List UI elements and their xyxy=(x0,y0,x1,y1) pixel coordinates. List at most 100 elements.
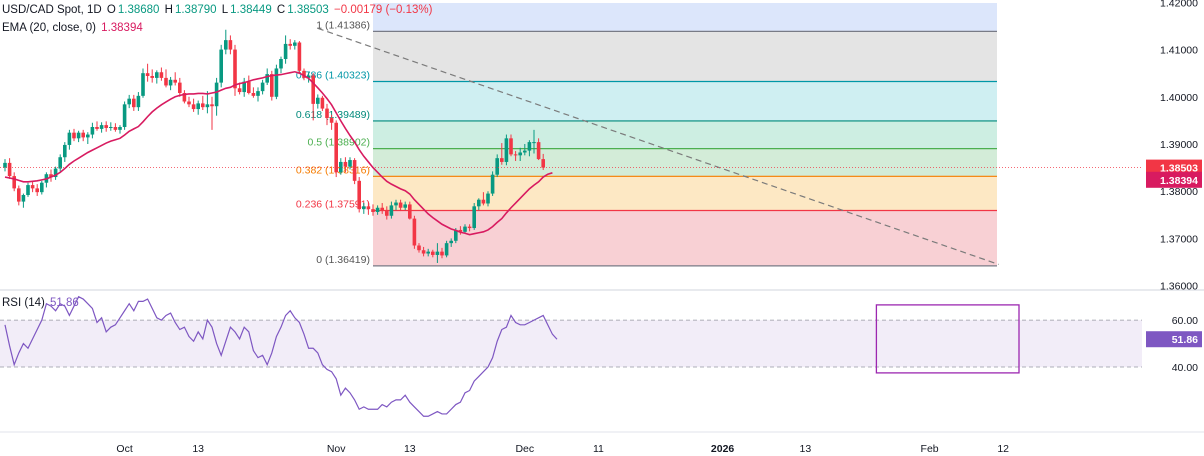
candle-up xyxy=(155,70,159,84)
candle-body xyxy=(72,132,76,139)
candle-up xyxy=(435,243,440,263)
candle-body xyxy=(431,251,435,255)
candle-body xyxy=(86,134,90,138)
low-label: L xyxy=(221,4,229,16)
candle-body xyxy=(214,82,219,107)
candle-down xyxy=(467,224,472,232)
candle-up xyxy=(242,77,246,97)
candle-body xyxy=(375,207,380,212)
candle-body xyxy=(495,158,499,175)
candle-body xyxy=(394,202,398,206)
candle-up xyxy=(205,91,210,114)
candle-up xyxy=(141,68,145,98)
candle-down xyxy=(150,69,154,83)
candle-down xyxy=(81,129,85,142)
price-tick-label: 1.39000 xyxy=(1160,139,1198,151)
candle-down xyxy=(7,158,12,179)
candle-body xyxy=(127,98,131,105)
candle-down xyxy=(113,123,118,132)
candle-down xyxy=(398,199,403,212)
candle-down xyxy=(343,157,348,173)
candle-body xyxy=(270,74,274,97)
candle-body xyxy=(352,160,357,181)
candle-down xyxy=(288,39,292,50)
candle-up xyxy=(168,76,173,91)
candle-body xyxy=(113,127,118,130)
candle-body xyxy=(380,207,384,212)
candle-down xyxy=(187,96,191,108)
candle-body xyxy=(173,79,177,83)
fib-level-label: 0.382 (1.38316) xyxy=(296,164,370,176)
rsi-value-tag-label: 51.86 xyxy=(1172,334,1198,346)
candle-up xyxy=(348,157,352,170)
time-axis: Oct 13 Nov 13 Dec 11 2026 13 Feb 12 xyxy=(0,431,1204,455)
candle-body xyxy=(40,182,44,193)
candle-body xyxy=(242,81,246,93)
candle-body xyxy=(67,132,72,145)
symbol-legend[interactable]: USD/CAD Spot, 1D O 1.38680 H 1.38790 L 1.38… xyxy=(2,4,434,16)
candle-down xyxy=(49,169,53,182)
candle-body xyxy=(472,206,476,229)
candle-up xyxy=(426,248,430,257)
candle-down xyxy=(366,201,371,215)
candle-body xyxy=(389,205,394,216)
candle-body xyxy=(449,240,453,244)
candle-body xyxy=(279,59,283,69)
candle-body xyxy=(463,226,467,232)
candle-down xyxy=(311,73,315,121)
candle-body xyxy=(477,199,481,207)
candle-body xyxy=(17,188,21,202)
ema-legend[interactable]: EMA (20, close, 0) 1.38394 xyxy=(2,22,145,34)
candle-body xyxy=(398,202,403,208)
candle-down xyxy=(320,95,325,111)
candle-body xyxy=(371,209,375,212)
candle-up xyxy=(504,134,509,166)
candle-down xyxy=(329,114,334,130)
candle-body xyxy=(440,251,444,256)
candle-body xyxy=(35,188,39,193)
candle-down xyxy=(35,184,39,196)
candle-body xyxy=(21,194,26,202)
time-tick-label: 13 xyxy=(404,443,416,455)
candle-body xyxy=(435,251,440,255)
candle-down xyxy=(251,87,256,98)
fib-level-label: 0.236 (1.37591) xyxy=(296,199,370,211)
candle-down xyxy=(440,247,444,259)
candle-down xyxy=(357,177,361,213)
candle-up xyxy=(53,166,58,180)
candle-up xyxy=(219,44,223,88)
close-price-tag-label: 1.38503 xyxy=(1160,163,1198,175)
candle-body xyxy=(118,127,122,130)
fib-zone xyxy=(373,176,997,211)
candle-body xyxy=(490,174,495,194)
candle-down xyxy=(132,94,136,111)
candle-down xyxy=(334,120,338,178)
candle-body xyxy=(311,75,315,104)
candle-up xyxy=(127,94,131,109)
candle-body xyxy=(210,104,214,107)
candle-body xyxy=(205,104,210,108)
candle-body xyxy=(201,103,205,108)
candle-down xyxy=(173,72,177,86)
candle-body xyxy=(297,42,302,71)
rsi-legend[interactable]: RSI (14) 51.86 xyxy=(2,297,81,309)
candle-body xyxy=(228,40,233,50)
candle-body xyxy=(348,160,352,167)
candle-down xyxy=(191,98,196,112)
candle-body xyxy=(426,251,430,254)
candle-down xyxy=(164,69,168,88)
ema-price-tag-label: 1.38394 xyxy=(1160,175,1198,187)
candle-up xyxy=(256,87,260,102)
candle-body xyxy=(467,226,472,229)
high-label: H xyxy=(164,4,173,16)
candle-down xyxy=(210,96,214,130)
candle-body xyxy=(178,82,182,94)
candle-up xyxy=(495,154,499,178)
candle-up xyxy=(118,125,122,134)
candle-up xyxy=(214,77,219,116)
candle-body xyxy=(26,185,30,195)
time-tick-label: 11 xyxy=(593,443,604,455)
candle-body xyxy=(63,144,67,158)
candle-body xyxy=(141,73,145,96)
candle-up xyxy=(306,72,311,83)
